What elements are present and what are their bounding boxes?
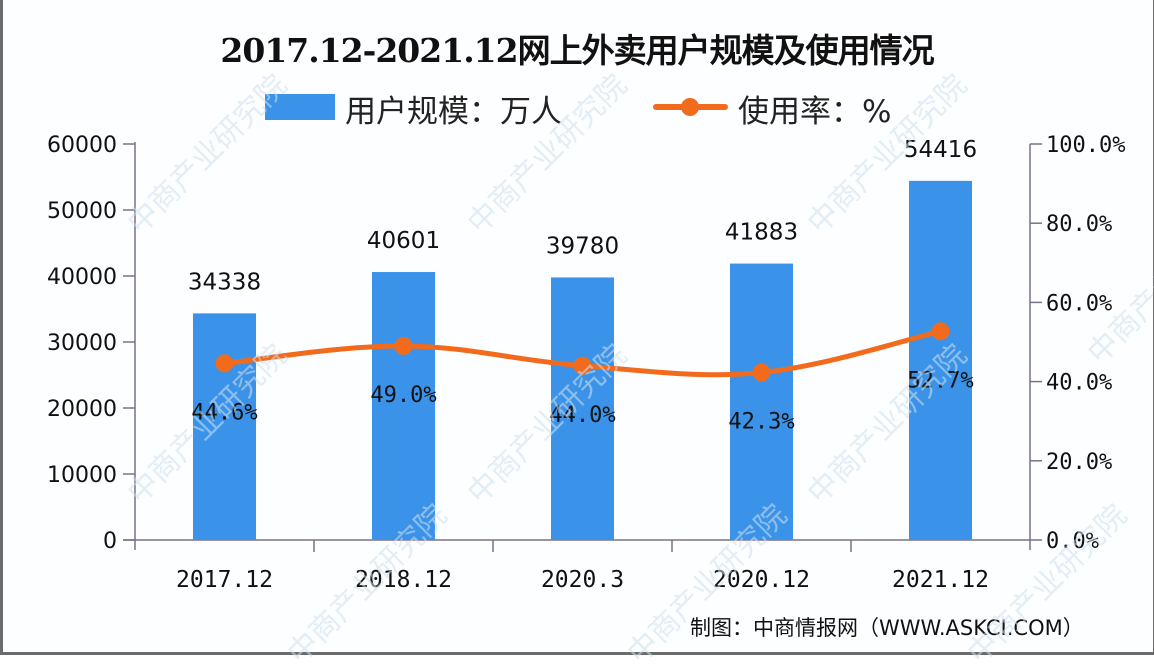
x-axis-category-label: 2018.12	[355, 567, 452, 593]
left-axis-tick-label: 60000	[47, 133, 117, 158]
bar-value-label: 54416	[904, 137, 977, 163]
legend-line-marker	[681, 98, 699, 116]
bar-series	[193, 180, 972, 540]
line-marker	[573, 356, 592, 375]
left-axis-tick-label: 50000	[47, 199, 117, 224]
bar	[551, 277, 614, 540]
right-axis-tick-label: 80.0%	[1046, 212, 1112, 237]
line-marker	[931, 322, 950, 341]
left-axis-tick-label: 20000	[47, 397, 117, 422]
x-axis-category-label: 2017.12	[176, 567, 273, 593]
line-marker	[215, 354, 234, 373]
line-value-label: 44.0%	[549, 403, 615, 428]
right-axis-tick-label: 100.0%	[1046, 133, 1125, 158]
axes: 0 10000 20000 30000 40000 50000 60000 0.0% 20.0%…	[47, 133, 1125, 593]
line-value-label: 52.7%	[907, 368, 973, 393]
line-value-label: 49.0%	[370, 383, 436, 408]
left-axis-tick-label: 10000	[47, 463, 117, 488]
bar	[372, 272, 435, 540]
right-axis-tick-label: 0.0%	[1046, 529, 1099, 554]
bar-value-label: 34338	[188, 269, 261, 295]
data-labels: 34338 40601 39780 41883 54416 44.6% 49.0% 44.0%…	[188, 137, 977, 435]
legend-bar-label: 用户规模：万人	[345, 94, 562, 130]
line-marker	[752, 363, 771, 382]
line-value-label: 44.6%	[191, 400, 257, 425]
legend: 用户规模：万人 使用率：%	[0, 86, 1154, 130]
x-axis-category-label: 2021.12	[892, 567, 989, 593]
right-axis-tick-label: 60.0%	[1046, 291, 1112, 316]
bar-value-label: 40601	[367, 228, 440, 254]
x-axis-category-label: 2020.3	[541, 567, 624, 593]
left-axis-tick-label: 0	[103, 529, 117, 554]
chart-title: 2017.12-2021.12网上外卖用户规模及使用情况	[220, 31, 934, 70]
right-axis-tick-label: 40.0%	[1046, 371, 1112, 396]
line-series	[215, 322, 950, 382]
bar	[193, 313, 256, 540]
plot-area: 0 10000 20000 30000 40000 50000 60000 0.0% 20.0%…	[47, 133, 1125, 593]
x-axis-category-label: 2020.12	[713, 567, 810, 593]
bar	[730, 263, 793, 540]
left-axis-tick-label: 40000	[47, 265, 117, 290]
legend-line-label: 使用率：%	[738, 94, 892, 130]
source-credit: 制图：中商情报网（WWW.ASKCI.COM）	[690, 616, 1084, 640]
line-value-label: 42.3%	[728, 409, 794, 434]
line-marker	[394, 336, 413, 355]
bar-value-label: 39780	[546, 233, 619, 259]
left-axis-tick-label: 30000	[47, 331, 117, 356]
legend-bar-swatch	[265, 94, 335, 120]
bar-value-label: 41883	[725, 220, 798, 246]
right-axis-tick-label: 20.0%	[1046, 450, 1112, 475]
bar	[909, 180, 972, 540]
